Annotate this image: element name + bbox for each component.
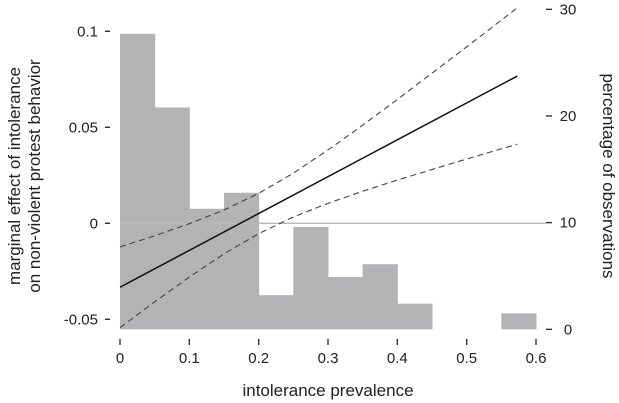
confidence-interval-line <box>119 143 518 328</box>
x-tick-label: 0.2 <box>248 350 269 367</box>
histogram-bar <box>397 303 433 330</box>
right-y-axis: 0 10 20 30 <box>546 1 576 338</box>
left-y-tick-label: 0.1 <box>77 23 98 40</box>
left-y-axis-title-line1: marginal effect of intolerance <box>5 67 24 285</box>
left-y-axis-title-line2: on non-violent protest behavior <box>25 59 44 293</box>
left-y-tick-label: 0 <box>90 215 98 232</box>
histogram-bar <box>362 264 398 330</box>
marginal-effect-line <box>119 75 518 288</box>
histogram-bar <box>154 107 190 330</box>
x-tick-label: 0.3 <box>318 350 339 367</box>
histogram-bar <box>189 208 225 330</box>
right-y-tick-label: 20 <box>560 108 577 125</box>
histogram-bar <box>293 226 329 330</box>
x-tick-label: 0.1 <box>179 350 200 367</box>
right-y-tick-label: 30 <box>560 1 577 18</box>
left-y-tick-label: 0.05 <box>69 119 98 136</box>
effect-lines <box>119 7 518 328</box>
x-tick-label: 0.6 <box>526 350 547 367</box>
histogram-bar <box>258 295 294 330</box>
histogram-bar <box>224 192 260 330</box>
x-tick-label: 0.5 <box>456 350 477 367</box>
right-y-axis-title: percentage of observations <box>599 73 618 278</box>
histogram-bar <box>328 277 364 330</box>
histogram-bar <box>120 33 156 330</box>
histogram-bar <box>501 313 537 330</box>
x-axis-title: intolerance prevalence <box>242 381 413 400</box>
right-y-tick-label: 0 <box>564 321 572 338</box>
left-y-tick-label: -0.05 <box>64 311 98 328</box>
right-y-tick-label: 10 <box>560 215 577 232</box>
x-tick-label: 0 <box>116 350 124 367</box>
x-tick-label: 0.4 <box>387 350 408 367</box>
x-axis: 0 0.1 0.2 0.3 0.4 0.5 0.6 <box>116 339 547 367</box>
left-y-axis: -0.05 0 0.05 0.1 <box>64 23 110 328</box>
histogram-bars <box>120 33 537 330</box>
